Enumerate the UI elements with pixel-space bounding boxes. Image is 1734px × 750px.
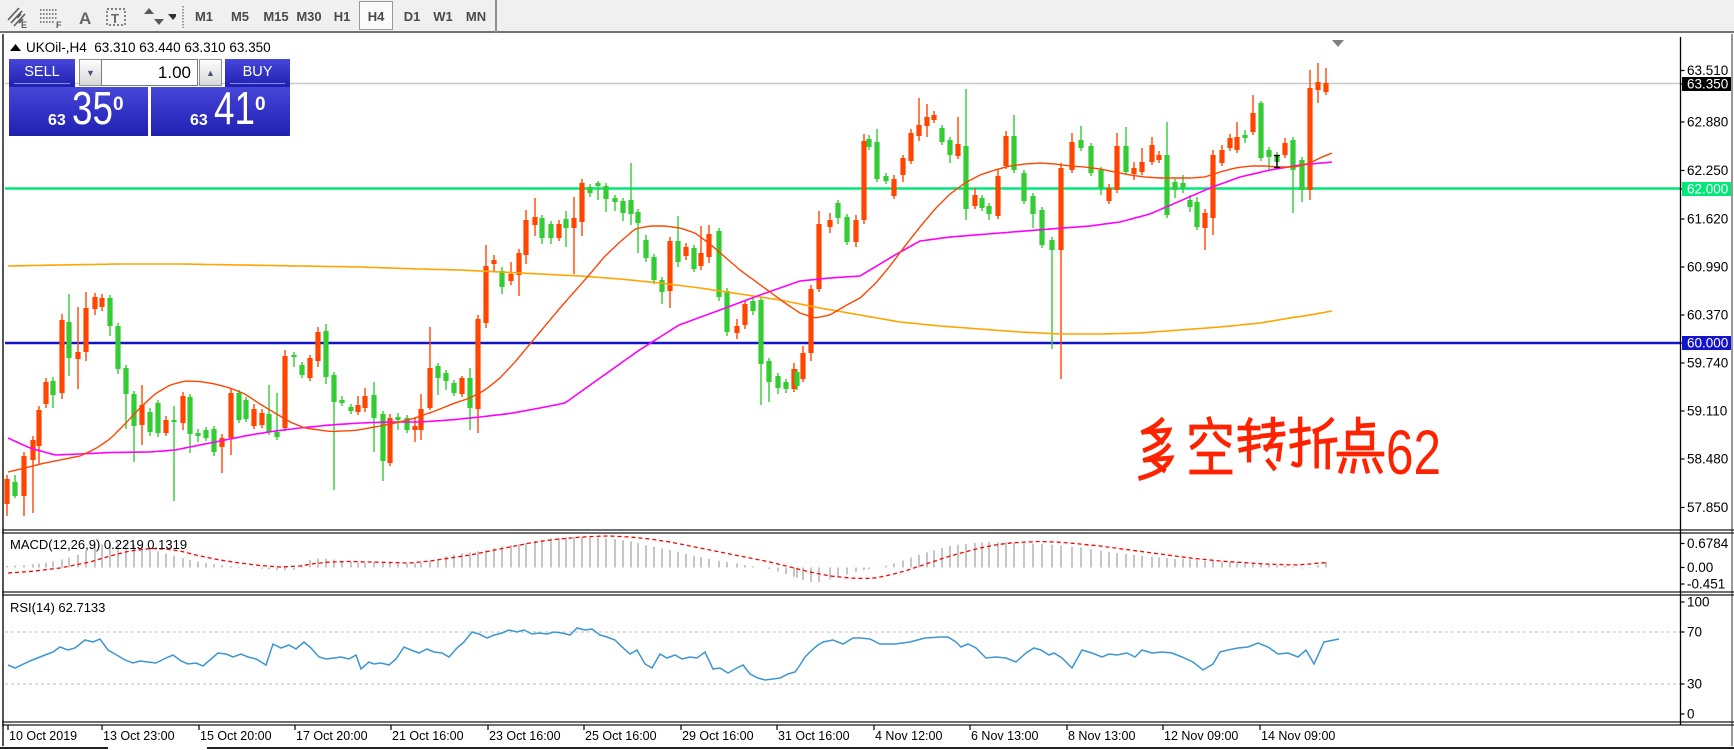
svg-text:0: 0	[1687, 707, 1695, 722]
svg-text:13 Oct 23:00: 13 Oct 23:00	[103, 729, 175, 743]
svg-text:E: E	[21, 20, 27, 30]
svg-text:4 Nov 12:00: 4 Nov 12:00	[875, 729, 942, 743]
svg-text:60.000: 60.000	[1687, 336, 1728, 351]
svg-text:62.250: 62.250	[1687, 163, 1728, 178]
svg-text:57.850: 57.850	[1687, 500, 1728, 515]
svg-text:MACD(12,26,9) 0.2219 0.1319: MACD(12,26,9) 0.2219 0.1319	[10, 537, 187, 552]
svg-text:UKOil-,H4 63.310 63.440 63.31: UKOil-,H4 63.310 63.440 63.310 63.350	[26, 40, 271, 55]
svg-text:-0.451: -0.451	[1687, 577, 1725, 592]
svg-text:F: F	[56, 20, 62, 30]
svg-text:A: A	[79, 9, 91, 28]
svg-text:61.620: 61.620	[1687, 212, 1728, 227]
svg-text:RSI(14) 62.7133: RSI(14) 62.7133	[10, 600, 105, 615]
svg-text:100: 100	[1687, 595, 1710, 610]
svg-text:0.00: 0.00	[1687, 560, 1713, 575]
svg-text:63.350: 63.350	[1687, 77, 1728, 92]
svg-text:30: 30	[1687, 677, 1702, 692]
svg-text:T: T	[111, 11, 119, 26]
svg-text:70: 70	[1687, 625, 1702, 640]
svg-text:14 Nov 09:00: 14 Nov 09:00	[1261, 729, 1335, 743]
svg-text:12 Nov 09:00: 12 Nov 09:00	[1164, 729, 1238, 743]
svg-text:17 Oct 20:00: 17 Oct 20:00	[296, 729, 368, 743]
svg-text:21 Oct 16:00: 21 Oct 16:00	[392, 729, 464, 743]
svg-text:63.510: 63.510	[1687, 63, 1728, 78]
svg-text:29 Oct 16:00: 29 Oct 16:00	[682, 729, 754, 743]
svg-text:23 Oct 16:00: 23 Oct 16:00	[489, 729, 561, 743]
svg-text:6 Nov 13:00: 6 Nov 13:00	[971, 729, 1038, 743]
svg-text:31 Oct 16:00: 31 Oct 16:00	[778, 729, 850, 743]
svg-text:59.740: 59.740	[1687, 356, 1728, 371]
svg-text:15 Oct 20:00: 15 Oct 20:00	[200, 729, 272, 743]
svg-text:60.990: 60.990	[1687, 260, 1728, 275]
svg-text:25 Oct 16:00: 25 Oct 16:00	[585, 729, 657, 743]
svg-text:59.110: 59.110	[1687, 404, 1727, 419]
svg-text:62.000: 62.000	[1687, 182, 1728, 197]
svg-text:8 Nov 13:00: 8 Nov 13:00	[1068, 729, 1135, 743]
svg-text:58.480: 58.480	[1687, 452, 1728, 467]
svg-text:62.880: 62.880	[1687, 115, 1728, 130]
svg-text:60.370: 60.370	[1687, 308, 1728, 323]
svg-text:10 Oct 2019: 10 Oct 2019	[9, 729, 77, 743]
svg-text:62: 62	[1386, 418, 1441, 488]
svg-text:0.6784: 0.6784	[1687, 536, 1729, 551]
